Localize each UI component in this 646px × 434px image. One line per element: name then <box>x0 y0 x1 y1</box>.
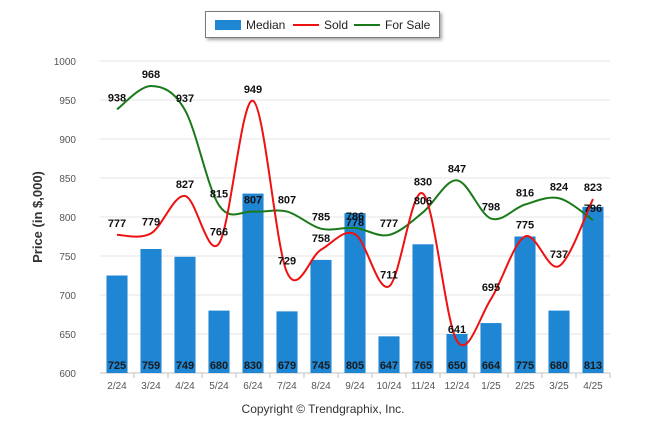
y-tick-label: 950 <box>59 96 76 107</box>
bar-value-label: 650 <box>448 360 466 372</box>
x-tick-label: 4/24 <box>175 381 195 392</box>
bar-value-label: 765 <box>414 360 432 372</box>
bar-value-label: 664 <box>482 360 501 372</box>
line-value-label: 641 <box>448 324 466 336</box>
line-value-label: 786 <box>346 211 364 223</box>
bar <box>582 206 604 373</box>
legend-label-for-sale: For Sale <box>385 18 431 32</box>
line-value-label: 815 <box>210 188 228 200</box>
line-value-label: 938 <box>108 92 126 104</box>
x-tick-label: 1/25 <box>481 381 501 392</box>
bar <box>514 236 536 373</box>
x-tick-label: 8/24 <box>311 381 331 392</box>
bar-value-label: 680 <box>210 360 228 372</box>
legend-label-sold: Sold <box>324 18 349 32</box>
legend-swatch-sold <box>293 24 319 26</box>
bar <box>446 334 468 373</box>
series-line-sold <box>116 99 594 347</box>
line-value-label: 807 <box>244 195 262 207</box>
bar-value-label: 745 <box>312 360 330 372</box>
legend-swatch-median <box>215 20 241 30</box>
x-tick-label: 2/25 <box>515 381 535 392</box>
bar <box>310 259 332 373</box>
bar <box>378 336 400 373</box>
bar-value-label: 749 <box>176 360 194 372</box>
x-tick-label: 3/25 <box>549 381 569 392</box>
x-tick-label: 2/24 <box>107 381 127 392</box>
bar <box>412 244 434 373</box>
line-value-label: 798 <box>482 202 500 214</box>
bar <box>208 310 230 373</box>
copyright-text: Copyright © Trendgraphix, Inc. <box>241 402 405 416</box>
line-value-label: 758 <box>312 233 330 245</box>
bar <box>140 248 162 373</box>
bar-value-label: 775 <box>516 360 534 372</box>
line-value-label: 778 <box>346 217 364 229</box>
chart-legend: Median Sold For Sale <box>205 11 440 38</box>
bar <box>344 213 366 373</box>
y-tick-label: 650 <box>59 330 76 341</box>
bar-value-label: 725 <box>108 360 126 372</box>
x-tick-label: 3/24 <box>141 381 161 392</box>
legend-item-for-sale[interactable]: For Sale <box>354 17 430 33</box>
bar <box>548 310 570 373</box>
y-axis-title: Price (in $,000) <box>30 171 45 263</box>
line-value-label: 796 <box>584 203 602 215</box>
bar-value-label: 647 <box>380 360 398 372</box>
line-value-label: 695 <box>482 282 500 294</box>
x-tick-label: 6/24 <box>243 381 263 392</box>
line-value-label: 937 <box>176 93 194 105</box>
bar-value-label: 813 <box>584 360 602 372</box>
bar <box>106 275 128 373</box>
line-value-label: 816 <box>516 188 534 200</box>
line-value-label: 777 <box>380 218 398 230</box>
x-tick-label: 10/24 <box>376 381 401 392</box>
line-value-label: 777 <box>108 218 126 230</box>
line-value-label: 775 <box>516 220 534 232</box>
line-value-label: 766 <box>210 227 228 239</box>
bar-value-label: 759 <box>142 360 160 372</box>
legend-label-median: Median <box>246 18 286 32</box>
legend-swatch-for-sale <box>354 24 380 26</box>
y-tick-label: 900 <box>59 135 76 146</box>
bar <box>480 323 502 373</box>
line-value-label: 968 <box>142 69 160 81</box>
line-value-label: 824 <box>550 181 569 193</box>
x-tick-label: 9/24 <box>345 381 365 392</box>
legend-item-median[interactable]: Median <box>215 17 285 33</box>
line-value-label: 830 <box>414 177 432 189</box>
y-tick-label: 600 <box>59 369 76 380</box>
y-tick-label: 1000 <box>54 57 77 68</box>
bar-value-label: 679 <box>278 360 296 372</box>
y-tick-label: 800 <box>59 213 76 224</box>
y-tick-label: 750 <box>59 252 76 263</box>
line-value-label: 823 <box>584 182 602 194</box>
bar-value-label: 830 <box>244 360 262 372</box>
line-value-label: 806 <box>414 195 432 207</box>
x-tick-label: 11/24 <box>411 381 436 392</box>
line-value-label: 729 <box>278 255 296 267</box>
series-line-for-sale <box>116 84 594 237</box>
line-value-label: 737 <box>550 249 568 261</box>
y-tick-label: 850 <box>59 174 76 185</box>
y-tick-label: 700 <box>59 291 76 302</box>
line-value-label: 949 <box>244 84 262 96</box>
bar-value-label: 805 <box>346 360 364 372</box>
line-value-label: 847 <box>448 163 466 175</box>
bar <box>276 311 298 373</box>
bar <box>174 256 196 373</box>
x-tick-label: 7/24 <box>277 381 297 392</box>
line-value-label: 785 <box>312 212 330 224</box>
legend-item-sold[interactable]: Sold <box>293 17 348 33</box>
line-value-label: 807 <box>278 195 296 207</box>
line-value-label: 827 <box>176 179 194 191</box>
line-value-label: 711 <box>380 269 398 281</box>
bar <box>242 193 264 373</box>
line-value-label: 779 <box>142 216 160 228</box>
x-tick-label: 5/24 <box>209 381 229 392</box>
x-tick-label: 4/25 <box>583 381 603 392</box>
x-tick-label: 12/24 <box>444 381 469 392</box>
bar-value-label: 680 <box>550 360 568 372</box>
